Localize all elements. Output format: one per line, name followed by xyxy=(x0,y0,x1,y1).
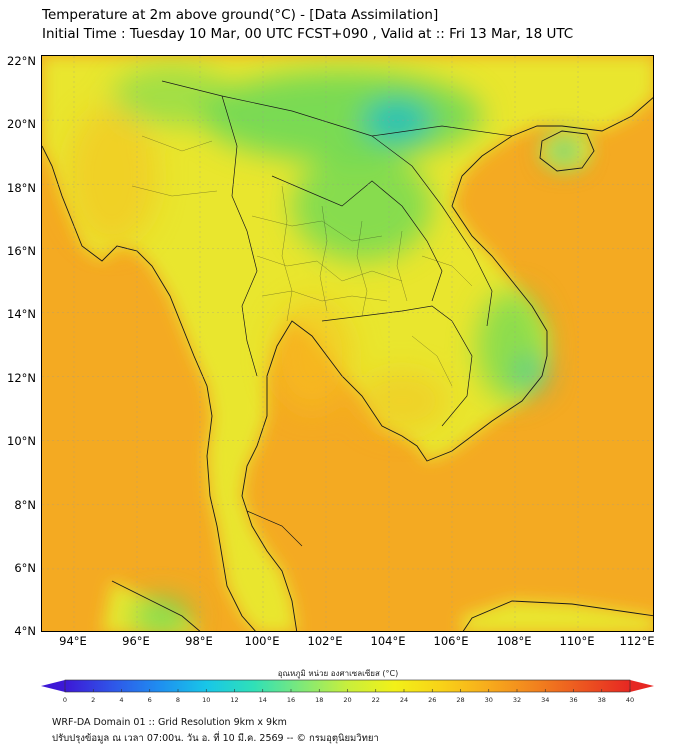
lon-label: 94°E xyxy=(59,634,87,648)
temperature-map[interactable] xyxy=(41,55,654,632)
lon-label: 100°E xyxy=(244,634,280,648)
colorbar-tick-label: 16 xyxy=(286,696,296,704)
border-thailand-cambodia xyxy=(321,305,453,322)
lat-label: 8°N xyxy=(14,498,36,512)
lon-label: 106°E xyxy=(433,634,469,648)
colorbar-tick-label: 28 xyxy=(456,696,465,704)
map-title: Temperature at 2m above ground(°C) - [Da… xyxy=(42,7,439,23)
cool-yunnan-highland xyxy=(202,71,482,161)
lon-label: 112°E xyxy=(619,634,655,648)
colorbar-tick-label: 6 xyxy=(147,696,152,704)
coastline-hainan xyxy=(539,130,595,172)
cool-myanmar-north xyxy=(112,66,232,126)
footer-model-info: WRF-DA Domain 01 :: Grid Resolution 9km … xyxy=(52,717,287,728)
warm-central-plain xyxy=(272,301,352,411)
colorbar-tick-label: 2 xyxy=(91,696,96,704)
colorbar-tick-label: 14 xyxy=(258,696,267,704)
colorbar-tick-label: 34 xyxy=(541,696,550,704)
lon-label: 104°E xyxy=(370,634,406,648)
colorbar-tick-label: 24 xyxy=(399,696,409,704)
border-laos-vietnam xyxy=(371,135,493,327)
lat-label: 14°N xyxy=(7,307,36,321)
coastline-sumatra xyxy=(111,580,201,631)
colorbar-tick-label: 38 xyxy=(597,696,606,704)
warm-myanmar-lowland xyxy=(67,106,157,246)
colorbar-tick-label: 0 xyxy=(62,696,68,704)
colorbar-tick-label: 32 xyxy=(512,696,522,704)
lon-label: 98°E xyxy=(185,634,213,648)
border-thailand-laos xyxy=(271,175,443,302)
lat-label: 6°N xyxy=(14,561,36,575)
lon-gridlines xyxy=(73,56,579,631)
temperature-anomalies xyxy=(67,66,580,631)
footer-update-info: ปรับปรุงข้อมูล ณ เวลา 07:00น. วัน อ. ที่… xyxy=(52,733,379,744)
colorbar-tick-label: 30 xyxy=(484,696,493,704)
lat-label: 4°N xyxy=(14,624,36,638)
warm-cambodia xyxy=(357,371,447,431)
border-myanmar-thailand xyxy=(221,95,258,377)
colorbar-tick-label: 36 xyxy=(569,696,578,704)
borneo-landmass xyxy=(462,601,653,631)
lon-label: 96°E xyxy=(122,634,150,648)
colorbar-tick-label: 18 xyxy=(315,696,324,704)
cold-hainan xyxy=(548,139,580,163)
colorbar-high-arrow xyxy=(630,680,654,692)
province-boundaries xyxy=(131,135,473,387)
colorbar-tick-label: 40 xyxy=(625,696,635,704)
colorbar-tick-label: 10 xyxy=(202,696,211,704)
cold-peak-north-laos xyxy=(362,99,432,143)
lon-label: 110°E xyxy=(559,634,595,648)
cold-central-vietnam xyxy=(516,356,548,392)
lat-label: 22°N xyxy=(7,54,36,68)
lat-label: 20°N xyxy=(7,117,36,131)
colorbar-tick-label: 8 xyxy=(175,696,181,704)
lon-label: 108°E xyxy=(496,634,532,648)
lon-label: 102°E xyxy=(307,634,343,648)
colorbar-title: อุณหภูมิ หน่วย องศาเซลเซียส (°C) xyxy=(277,669,399,678)
country-borders xyxy=(161,80,513,547)
coastline-west xyxy=(42,145,256,631)
border-cambodia-vietnam xyxy=(441,320,473,427)
map-canvas xyxy=(42,56,653,631)
colorbar-tick-label: 22 xyxy=(371,696,380,704)
cool-laos-north xyxy=(292,151,432,261)
colorbar-low-arrow xyxy=(41,680,65,692)
map-subtitle: Initial Time : Tuesday 10 Mar, 00 UTC FC… xyxy=(42,26,574,42)
colorbar-tick-label: 4 xyxy=(119,696,124,704)
colorbar xyxy=(41,679,654,693)
border-china-south xyxy=(161,80,513,137)
coastlines xyxy=(42,97,653,631)
cool-sumatra-highland xyxy=(132,598,192,631)
lat-label: 12°N xyxy=(7,371,36,385)
coastline-borneo xyxy=(462,600,653,631)
lat-label: 10°N xyxy=(7,434,36,448)
lat-label: 16°N xyxy=(7,244,36,258)
border-thailand-malaysia xyxy=(246,510,303,547)
colorbar-tick-label: 12 xyxy=(230,696,239,704)
colorbar-tick-label: 20 xyxy=(343,696,352,704)
lat-gridlines xyxy=(42,119,653,570)
lat-label: 18°N xyxy=(7,181,36,195)
colorbar-tick-label: 26 xyxy=(428,696,437,704)
coastline-gulf xyxy=(241,97,653,631)
